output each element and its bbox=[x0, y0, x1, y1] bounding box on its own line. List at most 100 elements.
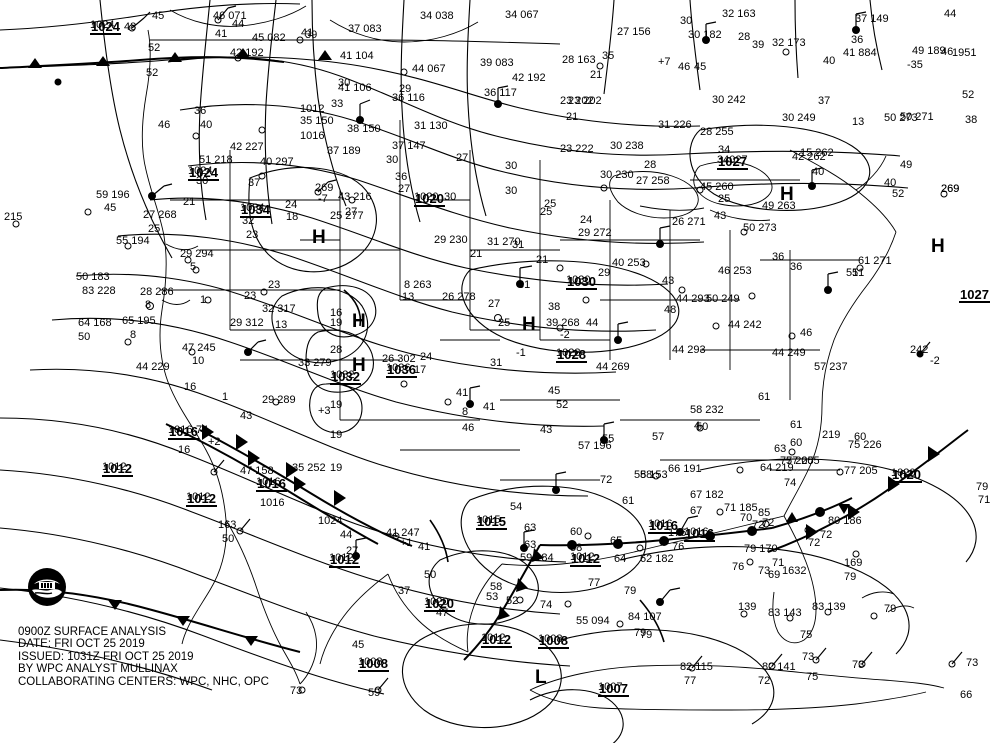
isobar-label: 1020 bbox=[414, 191, 445, 207]
station-observation: 38 150 bbox=[347, 123, 381, 135]
station-observation: 39 083 bbox=[480, 57, 514, 69]
station-observation: 55 bbox=[602, 433, 615, 445]
station-observation: 27 bbox=[345, 206, 358, 218]
station-observation: 21 bbox=[183, 196, 196, 208]
station-observation: 45 bbox=[152, 10, 165, 22]
station-observation: 77 bbox=[684, 675, 697, 687]
station-observation: 61 271 bbox=[858, 255, 892, 267]
isobar-label: 1030 bbox=[566, 274, 597, 290]
station-observation: 41 bbox=[301, 27, 314, 39]
station-observation: 1020 bbox=[424, 596, 449, 608]
station-observation: 72 bbox=[758, 675, 771, 687]
station-observation: 27 268 bbox=[143, 209, 177, 221]
station-observation: 1024 bbox=[90, 19, 115, 31]
station-observation: 43 216 bbox=[338, 191, 372, 203]
station-observation: 73 bbox=[852, 659, 865, 671]
station-observation: 79 bbox=[884, 603, 897, 615]
station-observation: 67 182 bbox=[690, 489, 724, 501]
station-observation: +2 bbox=[208, 436, 221, 448]
station-observation: 52 bbox=[556, 399, 569, 411]
station-observation: 76 bbox=[732, 561, 745, 573]
isobar-label: 1012 bbox=[186, 491, 217, 507]
station-observation: 32 bbox=[242, 215, 255, 227]
station-observation: 48 bbox=[664, 304, 677, 316]
station-observation: 82 141 bbox=[762, 661, 796, 673]
station-observation: 65 195 bbox=[122, 315, 156, 327]
station-observation: 1012 bbox=[329, 552, 354, 564]
station-observation: 45 bbox=[352, 639, 365, 651]
isobar-label: 1034 bbox=[240, 202, 271, 218]
station-observation: 40 297 bbox=[260, 156, 294, 168]
station-observation: 72 bbox=[820, 529, 833, 541]
station-observation: 35 252 bbox=[292, 462, 326, 474]
station-observation: 1016 bbox=[260, 497, 285, 509]
station-observation: 30 242 bbox=[712, 94, 746, 106]
isobar-label: 1020 bbox=[891, 467, 922, 483]
station-observation: 28 255 bbox=[700, 126, 734, 138]
station-observation: 79 bbox=[976, 481, 989, 493]
station-observation: 16 bbox=[330, 307, 343, 319]
station-observation: 44 bbox=[586, 317, 599, 329]
station-observation: 36 116 bbox=[392, 92, 425, 104]
station-observation: 45 bbox=[548, 385, 561, 397]
station-observation: 1012 bbox=[186, 491, 211, 503]
station-observation: 25 bbox=[544, 198, 557, 210]
station-observation: 46 bbox=[678, 61, 691, 73]
geography-layer bbox=[141, 5, 945, 711]
station-observation: 52 bbox=[148, 42, 161, 54]
station-observation: 8 263 bbox=[404, 279, 432, 291]
station-observation: 34 bbox=[718, 144, 731, 156]
station-observation: -7 bbox=[318, 193, 328, 205]
station-observation: 29 294 bbox=[180, 248, 214, 260]
isobar-label: 1012 bbox=[570, 551, 601, 567]
station-observation: 66 bbox=[960, 689, 973, 701]
station-observation: 58 153 bbox=[634, 469, 668, 481]
station-observation: 40 253 bbox=[612, 257, 646, 269]
station-observation: 31 bbox=[518, 279, 531, 291]
station-observation: 28 163 bbox=[562, 54, 596, 66]
station-observation: 1030 bbox=[566, 274, 591, 286]
station-observation: 23 bbox=[268, 279, 281, 291]
station-observation: 79 bbox=[624, 585, 637, 597]
station-observation: 72 bbox=[752, 519, 765, 531]
station-observation: 55 094 bbox=[576, 615, 610, 627]
station-observation: 44 229 bbox=[136, 361, 170, 373]
noaa-seal-logo bbox=[28, 568, 66, 606]
high-pressure-marker: H bbox=[352, 311, 366, 332]
station-observation: 37 189 bbox=[327, 145, 361, 157]
station-observation: 70 bbox=[740, 512, 753, 524]
station-observation: 69 bbox=[768, 569, 781, 581]
station-observation: 80 186 bbox=[828, 515, 862, 527]
station-observation: 75 226 bbox=[848, 439, 882, 451]
station-observation: 47 158 bbox=[240, 465, 274, 477]
high-pressure-marker: H bbox=[931, 236, 945, 257]
station-observation: 50 273 bbox=[743, 222, 777, 234]
stationary-front-midatlantic bbox=[771, 497, 853, 529]
station-observation: 27 bbox=[488, 298, 501, 310]
station-observation: 25 bbox=[148, 223, 161, 235]
isobar-label: 1024 bbox=[188, 165, 219, 181]
isobar-label: 1016 bbox=[168, 424, 199, 440]
station-observation: 59 bbox=[368, 687, 381, 699]
station-observation: 34027 bbox=[717, 154, 748, 166]
station-observation: 1024 bbox=[188, 165, 213, 177]
station-observation: 1632 bbox=[782, 565, 807, 577]
station-observation: 13 bbox=[275, 319, 288, 331]
station-observation: 10 bbox=[192, 355, 205, 367]
station-observation: 26 302 bbox=[382, 353, 416, 365]
station-observation: 42 262 bbox=[792, 151, 826, 163]
station-observation: 58 bbox=[490, 581, 503, 593]
station-observation: 8 bbox=[462, 406, 469, 418]
station-observation: 215 bbox=[4, 211, 23, 223]
isobar-label: 1036 bbox=[386, 362, 417, 378]
station-observation: 31 270 bbox=[487, 236, 521, 248]
station-observation: 23 222 bbox=[560, 143, 594, 155]
station-observation: 21 bbox=[470, 248, 483, 260]
station-observation: 58 bbox=[640, 469, 653, 481]
station-observation: 37 083 bbox=[348, 23, 382, 35]
station-observation: 51 218 bbox=[199, 154, 233, 166]
isobar-label: 1008 bbox=[538, 633, 569, 649]
station-observation: 50 183 bbox=[76, 271, 110, 283]
isobar-label: 1028 bbox=[556, 347, 587, 363]
